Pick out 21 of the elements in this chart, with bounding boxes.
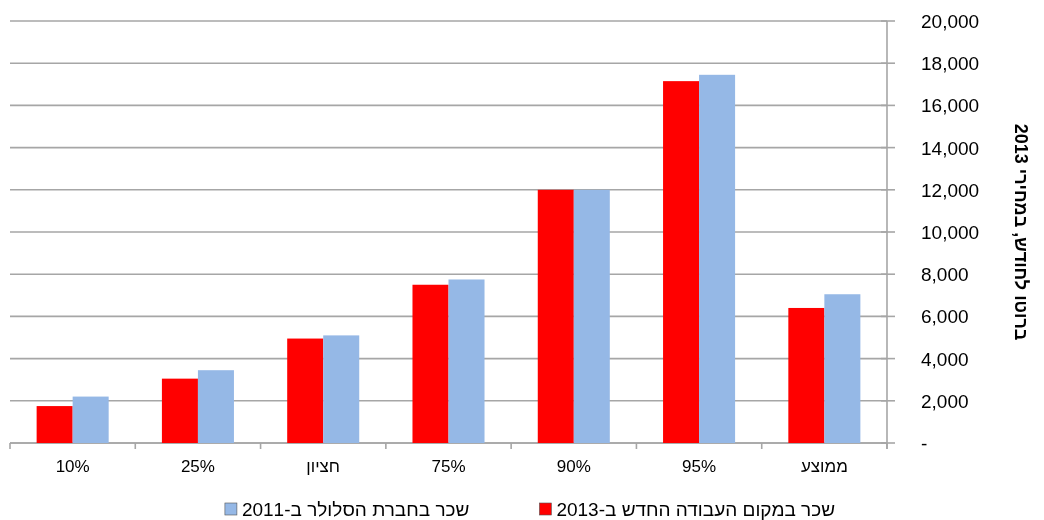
y-axis-title: ברוטו לחודש, במחירי 2013 bbox=[1011, 123, 1031, 341]
x-tick-label: 25% bbox=[180, 457, 215, 476]
legend-label: שכר בחברת הסלולר ב-2011 bbox=[241, 499, 470, 520]
y-tick-label: 6,000 bbox=[921, 306, 969, 328]
y-tick-label: - bbox=[921, 433, 928, 454]
x-tick-label: 75% bbox=[431, 457, 466, 476]
y-tick-label: 2,000 bbox=[921, 390, 969, 412]
x-tick-label: 90% bbox=[556, 457, 591, 476]
x-tick-label: חציון bbox=[306, 457, 341, 476]
x-tick-label: 10% bbox=[55, 457, 90, 476]
y-tick-label: 12,000 bbox=[921, 179, 980, 201]
y-tick-label: 8,000 bbox=[921, 264, 969, 286]
y-tick-label: 14,000 bbox=[921, 137, 980, 159]
y-tick-label: 4,000 bbox=[921, 348, 969, 370]
y-tick-label: 16,000 bbox=[921, 95, 980, 117]
x-tick-label: ממוצע bbox=[800, 457, 848, 476]
legend-label: שכר במקום העבודה החדש ב-2013 bbox=[556, 499, 836, 520]
y-tick-label: 20,000 bbox=[921, 11, 980, 32]
x-tick-label: 95% bbox=[682, 457, 717, 476]
y-tick-label: 18,000 bbox=[921, 53, 980, 75]
y-tick-label: 10,000 bbox=[921, 222, 980, 243]
